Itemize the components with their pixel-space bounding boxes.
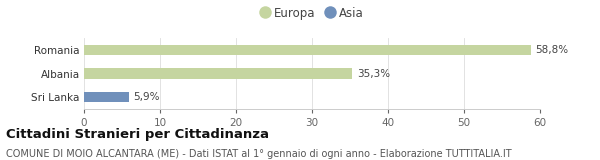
Text: 58,8%: 58,8%: [535, 45, 569, 55]
Bar: [84, 68, 352, 79]
Legend: Europa, Asia: Europa, Asia: [255, 2, 369, 24]
Text: 35,3%: 35,3%: [357, 69, 390, 79]
Text: COMUNE DI MOIO ALCANTARA (ME) - Dati ISTAT al 1° gennaio di ogni anno - Elaboraz: COMUNE DI MOIO ALCANTARA (ME) - Dati IST…: [6, 149, 512, 159]
Bar: [84, 92, 129, 102]
Text: 5,9%: 5,9%: [133, 92, 160, 102]
Bar: [84, 45, 531, 55]
Text: Cittadini Stranieri per Cittadinanza: Cittadini Stranieri per Cittadinanza: [6, 128, 269, 141]
